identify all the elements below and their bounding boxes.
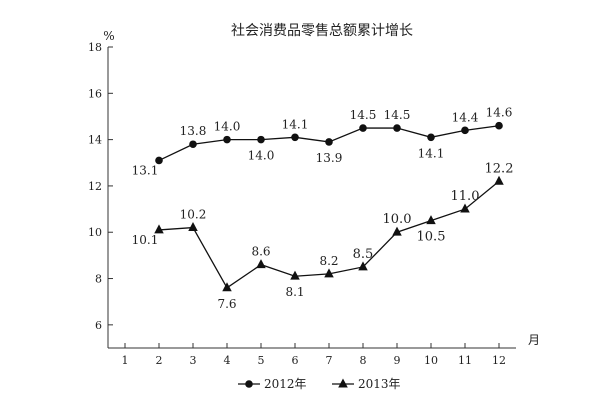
legend-marker-circle [245,380,253,388]
data-point-circle [257,135,265,144]
legend: 2012年 2013年 [238,377,401,391]
x-tick-label: 1 [122,354,129,367]
x-tick-label: 3 [190,354,197,367]
series-layer: 13.1 13.8 14.0 14.0 14.1 13.9 14.5 14.5 14.1 14.4… [132,106,514,311]
y-tick-label: 14 [88,134,102,147]
data-label: 8.1 [285,285,304,299]
data-point-circle [223,135,231,144]
data-label: 8.5 [353,247,374,262]
data-point-triangle [392,226,402,236]
x-tick-label: 12 [492,354,506,367]
x-tick-label: 6 [292,354,299,367]
data-label: 10.0 [383,212,412,227]
y-axis: 6 8 10 12 14 16 18 [88,41,113,332]
data-label: 14.1 [418,146,445,160]
data-label: 8.6 [251,245,270,259]
data-label: 13.9 [316,151,343,165]
y-tick-label: 12 [88,180,102,193]
data-point-triangle [460,203,470,213]
data-label: 11.0 [451,189,480,204]
data-label: 14.0 [248,149,275,163]
data-label: 13.1 [132,163,159,177]
data-point-triangle [426,215,436,225]
y-axis-unit-label: % [103,29,114,43]
data-label: 7.6 [217,297,236,311]
x-tick-label: 7 [326,354,333,367]
data-point-triangle [222,282,232,292]
data-point-triangle [324,268,334,278]
legend-label: 2012年 [264,377,307,391]
data-label: 10.5 [417,230,446,245]
legend-marker-triangle [338,378,348,388]
y-tick-label: 6 [95,319,102,332]
legend-label: 2013年 [358,377,401,391]
y-tick-label: 18 [88,41,102,54]
x-tick-label: 11 [458,354,472,367]
x-tick-label: 9 [394,354,401,367]
data-label: 14.0 [214,120,241,134]
data-point-circle [393,124,401,132]
data-point-triangle [154,224,164,234]
data-point-circle [461,126,469,135]
y-tick-label: 16 [88,87,102,100]
data-point-circle [427,133,435,142]
data-label: 14.1 [282,117,309,131]
data-point-circle [359,124,367,132]
data-label: 14.5 [384,108,411,122]
data-label: 10.1 [132,233,159,247]
data-label: 14.4 [452,110,479,124]
plot-frame [107,47,516,349]
y-tick-label: 10 [88,226,102,239]
data-label: 13.8 [180,124,207,138]
data-label: 8.2 [319,254,338,268]
x-axis-unit-label: 月 [528,333,540,347]
data-point-circle [155,156,163,165]
x-axis: 1 2 3 4 5 6 7 8 9 10 11 12 [122,343,506,367]
data-point-circle [495,121,503,130]
x-tick-label: 10 [424,354,438,367]
data-point-triangle [494,175,504,185]
x-tick-label: 8 [360,354,367,367]
data-point-triangle [188,222,198,232]
data-point-circle [189,140,197,149]
data-label: 14.5 [350,108,377,122]
y-tick-label: 8 [95,273,102,286]
data-label: 12.2 [485,161,514,176]
data-point-circle [291,133,299,142]
chart-title: 社会消费品零售总额累计增长 [231,23,413,39]
data-point-triangle [256,259,266,269]
data-point-triangle [358,261,368,271]
x-tick-label: 2 [156,354,163,367]
x-tick-label: 4 [224,354,231,367]
data-label: 10.2 [180,208,207,222]
data-point-triangle [290,270,300,280]
data-point-circle [325,138,333,146]
x-tick-label: 5 [258,354,265,367]
data-label: 14.6 [486,106,513,120]
